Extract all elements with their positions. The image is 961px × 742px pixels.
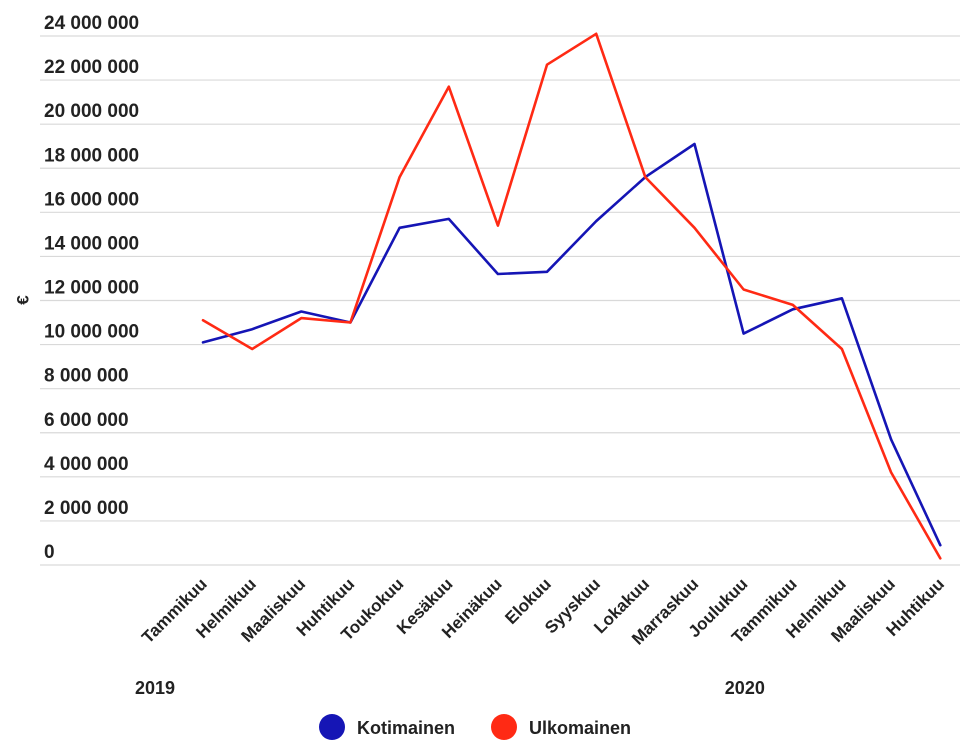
legend: Kotimainen Ulkomainen [319, 714, 631, 740]
y-tick-label: 14 000 000 [44, 233, 139, 254]
series-line-ulkomainen [201, 32, 942, 560]
y-tick-label: 0 [44, 542, 55, 563]
grid-lines [40, 35, 960, 566]
y-tick-label: 16 000 000 [44, 189, 139, 210]
legend-swatch-ulkomainen [491, 714, 517, 740]
y-tick-label: 10 000 000 [44, 322, 139, 343]
legend-label-kotimainen: Kotimainen [357, 718, 455, 738]
year-labels: 2019 2020 [135, 678, 765, 698]
y-tick-label: 24 000 000 [44, 13, 139, 34]
x-axis-tick-labels: TammikuuHelmikuuMaaliskuuHuhtikuuToukoku… [138, 574, 948, 648]
y-tick-label: 22 000 000 [44, 57, 139, 78]
series-lines [201, 32, 942, 560]
y-tick-label: 6 000 000 [44, 410, 129, 431]
y-tick-label: 20 000 000 [44, 101, 139, 122]
y-axis-tick-labels: 0 2 000 000 4 000 000 6 000 000 8 000 000 10 … [44, 13, 139, 563]
year-label: 2019 [135, 678, 175, 698]
y-tick-label: 18 000 000 [44, 145, 139, 166]
legend-label-ulkomainen: Ulkomainen [529, 718, 631, 738]
y-axis-label: € [13, 295, 32, 305]
y-tick-label: 8 000 000 [44, 366, 129, 387]
year-label: 2020 [725, 678, 765, 698]
series-line-kotimainen [201, 142, 942, 547]
y-tick-label: 12 000 000 [44, 278, 139, 299]
y-tick-label: 4 000 000 [44, 454, 129, 475]
legend-swatch-kotimainen [319, 714, 345, 740]
y-tick-label: 2 000 000 [44, 498, 129, 519]
